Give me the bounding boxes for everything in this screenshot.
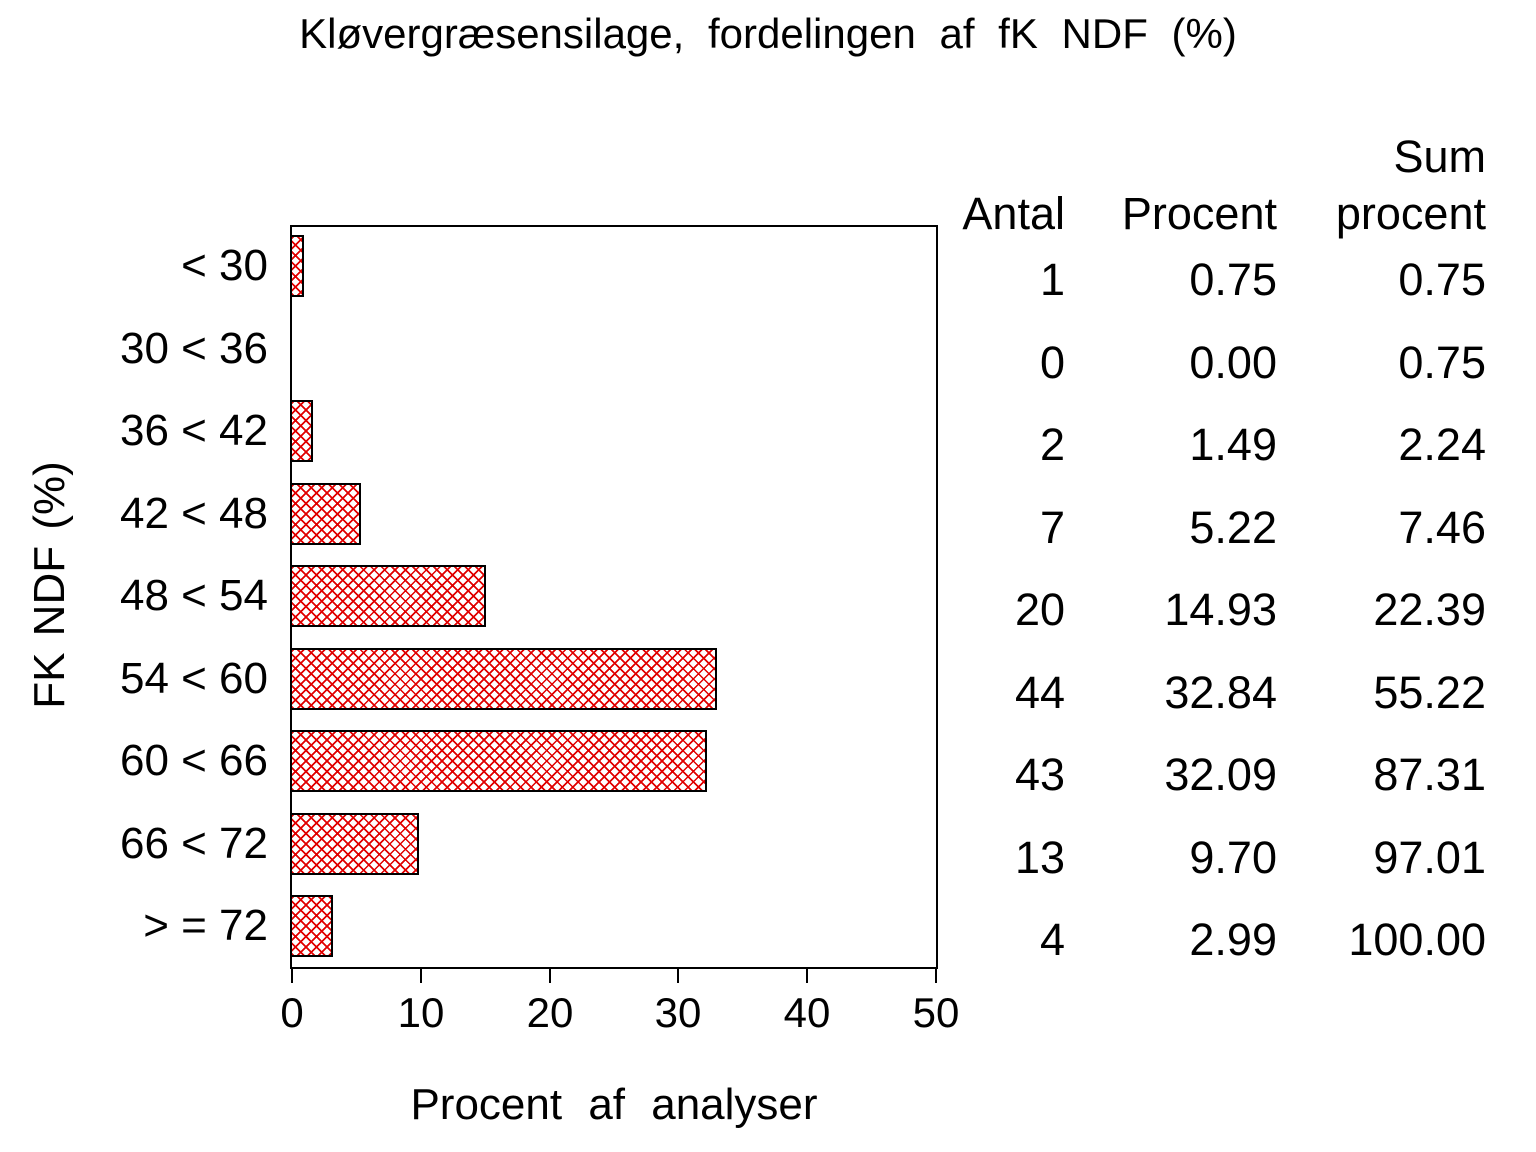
bar	[290, 483, 361, 545]
table-header-procent: Procent	[1121, 188, 1277, 239]
table-header-sum-line1: Sum	[1393, 131, 1486, 182]
x-tick	[420, 969, 422, 983]
cell-antal: 13	[1014, 832, 1065, 883]
cell-antal: 1	[1039, 254, 1065, 305]
cell-procent: 1.49	[1189, 419, 1277, 470]
plot-frame	[290, 225, 938, 969]
cell-sum-procent: 7.46	[1398, 502, 1486, 553]
x-tick-label: 50	[912, 989, 960, 1036]
cell-antal: 2	[1039, 419, 1065, 470]
bar	[290, 400, 313, 462]
cell-antal: 43	[1014, 749, 1065, 800]
cell-procent: 9.70	[1189, 832, 1277, 883]
table-header-sum-procent: Sum procent	[1336, 128, 1486, 242]
x-tick-label: 10	[397, 989, 445, 1036]
cell-sum-procent: 87.31	[1373, 749, 1486, 800]
cell-procent: 32.84	[1164, 667, 1277, 718]
category-label: > = 72	[143, 901, 268, 950]
x-axis-title: Procent af analyser	[410, 1080, 818, 1129]
cell-antal: 44	[1014, 667, 1065, 718]
cell-procent: 5.22	[1189, 502, 1277, 553]
cell-antal: 20	[1014, 584, 1065, 635]
table-row: 0 0.00 0.75	[950, 335, 1486, 391]
table-row: 13 9.70 97.01	[950, 830, 1486, 886]
table-header-antal: Antal	[962, 188, 1065, 239]
cell-sum-procent: 97.01	[1373, 832, 1486, 883]
cell-antal: 4	[1039, 914, 1065, 965]
bar	[290, 648, 717, 710]
bar	[290, 565, 486, 627]
cell-sum-procent: 0.75	[1398, 337, 1486, 388]
cell-procent: 0.75	[1189, 254, 1277, 305]
category-label: 54 < 60	[119, 654, 268, 703]
category-label: 66 < 72	[119, 819, 268, 868]
x-tick	[806, 969, 808, 983]
chart-title: Kløvergræsensilage, fordelingen af fK ND…	[299, 10, 1237, 57]
x-tick-label: 0	[280, 989, 304, 1036]
cell-antal: 0	[1039, 337, 1065, 388]
x-tick	[935, 969, 937, 983]
category-label: 30 < 36	[119, 324, 268, 373]
bar	[290, 813, 419, 875]
cell-sum-procent: 0.75	[1398, 254, 1486, 305]
x-tick-label: 40	[783, 989, 831, 1036]
category-label: 60 < 66	[119, 736, 268, 785]
category-label: 48 < 54	[119, 571, 268, 620]
cell-procent: 14.93	[1164, 584, 1277, 635]
cell-sum-procent: 100.00	[1348, 914, 1486, 965]
category-label: < 30	[181, 241, 268, 290]
cell-procent: 2.99	[1189, 914, 1277, 965]
x-tick	[677, 969, 679, 983]
cell-antal: 7	[1039, 502, 1065, 553]
x-tick-label: 30	[654, 989, 702, 1036]
category-label: 42 < 48	[119, 489, 268, 538]
table-row: 2 1.49 2.24	[950, 417, 1486, 473]
bar	[290, 730, 707, 792]
cell-procent: 32.09	[1164, 749, 1277, 800]
table-row: 43 32.09 87.31	[950, 747, 1486, 803]
x-tick	[549, 969, 551, 983]
table-row: 1 0.75 0.75	[950, 252, 1486, 308]
bar	[290, 895, 333, 957]
cell-sum-procent: 55.22	[1373, 667, 1486, 718]
x-tick-label: 20	[526, 989, 574, 1036]
table-row: 20 14.93 22.39	[950, 582, 1486, 638]
table-row: 44 32.84 55.22	[950, 665, 1486, 721]
table-row: 7 5.22 7.46	[950, 500, 1486, 556]
table-row: 4 2.99 100.00	[950, 912, 1486, 968]
cell-sum-procent: 22.39	[1373, 584, 1486, 635]
cell-sum-procent: 2.24	[1398, 419, 1486, 470]
table-header-sum-line2: procent	[1335, 188, 1486, 239]
cell-procent: 0.00	[1189, 337, 1277, 388]
bar	[290, 235, 304, 297]
x-tick	[291, 969, 293, 983]
y-axis-title: FK NDF (%)	[25, 461, 74, 709]
category-label: 36 < 42	[119, 406, 268, 455]
